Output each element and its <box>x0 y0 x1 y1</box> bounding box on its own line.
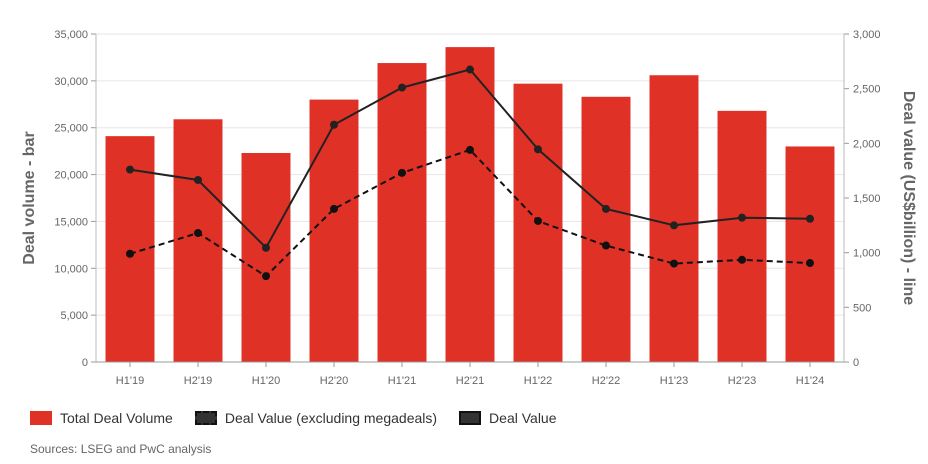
point-deal-value <box>466 65 474 74</box>
y-left-tick-label: 15,000 <box>54 216 88 228</box>
y-left-tick-label: 10,000 <box>54 263 88 275</box>
point-deal-value <box>738 213 746 222</box>
point-deal-value <box>806 214 814 223</box>
point-deal-value <box>330 120 338 129</box>
y-left-tick-label: 30,000 <box>54 76 88 88</box>
x-tick-label: H1'21 <box>388 375 416 387</box>
point-deal-value-excl-megadeals <box>602 241 610 250</box>
y-right-tick-label: 2,500 <box>853 84 881 96</box>
x-tick-label: H2'21 <box>456 375 484 387</box>
legend-label: Deal Value (excluding megadeals) <box>224 410 438 426</box>
bar-total-deal-volume <box>105 136 155 362</box>
y-right-tick-label: 1,000 <box>853 248 881 260</box>
x-tick-label: H2'22 <box>592 375 620 387</box>
point-deal-value-excl-megadeals <box>126 249 134 258</box>
legend-swatch-dashed-line <box>194 411 217 425</box>
point-deal-value <box>398 83 406 92</box>
point-deal-value-excl-megadeals <box>262 272 270 281</box>
y-right-tick-label: 0 <box>853 357 859 369</box>
legend-item-deal-value[interactable]: Deal Value <box>459 410 557 426</box>
point-deal-value-excl-megadeals <box>330 204 338 213</box>
point-deal-value-excl-megadeals <box>738 255 746 264</box>
point-deal-value <box>194 175 202 184</box>
bar-total-deal-volume <box>445 47 495 363</box>
point-deal-value-excl-megadeals <box>806 259 814 268</box>
legend-swatch-line <box>459 411 482 425</box>
legend-label: Deal Value <box>489 410 557 426</box>
point-deal-value <box>262 243 270 252</box>
point-deal-value <box>602 204 610 213</box>
combo-chart: 0 5,000 10,000 15,000 20,000 25,000 30,000 35,0… <box>21 29 917 387</box>
point-deal-value <box>126 165 134 174</box>
x-tick-label: H2'19 <box>184 375 212 387</box>
point-deal-value-excl-megadeals <box>398 168 406 177</box>
bar-total-deal-volume <box>309 99 359 362</box>
y-right-tick-label: 500 <box>853 302 871 314</box>
y-right-tick-label: 1,500 <box>853 193 881 205</box>
x-tick-label: H1'23 <box>660 375 688 387</box>
bar-total-deal-volume <box>717 110 767 363</box>
y-right-tick-label: 3,000 <box>853 29 881 41</box>
x-tick-label: H1'22 <box>524 375 552 387</box>
legend-item-total-deal-volume[interactable]: Total Deal Volume <box>30 410 173 426</box>
chart-area: 0 5,000 10,000 15,000 20,000 25,000 30,000 35,0… <box>21 29 917 387</box>
y-right-axis-title: Deal value (US$billion) - line <box>900 91 917 305</box>
line-deal-value-excl-megadeals <box>129 148 811 278</box>
legend-swatch-bar <box>30 411 52 425</box>
bar-total-deal-volume <box>785 146 835 362</box>
point-deal-value-excl-megadeals <box>194 228 202 237</box>
x-tick-label: H2'23 <box>728 375 756 387</box>
y-left-axis-title: Deal volume - bar <box>21 131 38 264</box>
x-tick-label: H1'20 <box>252 375 280 387</box>
bar-total-deal-volume <box>241 153 291 362</box>
legend-label: Total Deal Volume <box>60 410 173 426</box>
bar-total-deal-volume <box>649 75 699 362</box>
bar-total-deal-volume <box>377 63 427 363</box>
x-tick-label: H1'19 <box>116 375 144 387</box>
y-left-tick-label: 35,000 <box>54 29 88 41</box>
bar-total-deal-volume <box>173 119 223 362</box>
point-deal-value-excl-megadeals <box>534 216 542 225</box>
legend-item-deal-value-excl-megadeals[interactable]: Deal Value (excluding megadeals) <box>194 410 438 426</box>
point-deal-value <box>534 145 542 154</box>
y-right-tick-label: 2,000 <box>853 138 881 150</box>
y-left-tick-label: 5,000 <box>60 310 88 322</box>
x-tick-label: H1'24 <box>796 375 824 387</box>
y-left-tick-label: 0 <box>82 357 88 369</box>
point-deal-value-excl-megadeals <box>670 259 678 268</box>
x-tick-label: H2'20 <box>320 375 348 387</box>
point-deal-value <box>670 221 678 230</box>
y-left-tick-label: 25,000 <box>54 123 88 135</box>
source-note: Sources: LSEG and PwC analysis <box>30 442 212 456</box>
point-deal-value-excl-megadeals <box>466 145 474 154</box>
legend: Total Deal Volume Deal Value (excluding … <box>30 410 579 426</box>
y-left-tick-label: 20,000 <box>54 170 88 182</box>
bar-total-deal-volume <box>581 96 631 362</box>
